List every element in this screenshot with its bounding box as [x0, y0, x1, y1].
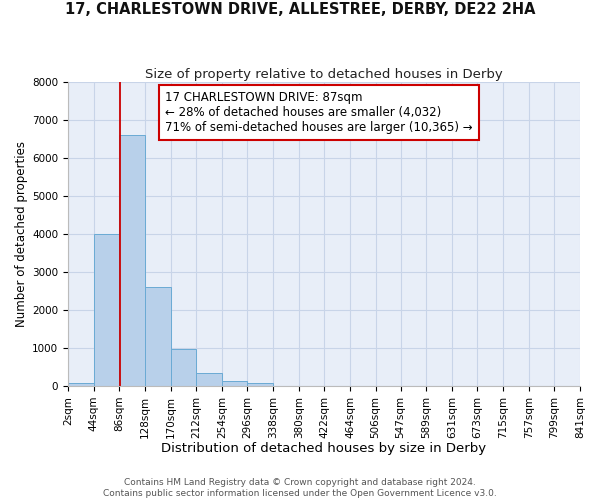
Title: Size of property relative to detached houses in Derby: Size of property relative to detached ho… [145, 68, 503, 80]
Bar [196, 374, 222, 386]
Bar [145, 287, 170, 386]
Text: 17, CHARLESTOWN DRIVE, ALLESTREE, DERBY, DE22 2HA: 17, CHARLESTOWN DRIVE, ALLESTREE, DERBY,… [65, 2, 535, 18]
Bar [68, 383, 94, 386]
Bar [247, 383, 273, 386]
Bar [222, 382, 247, 386]
Y-axis label: Number of detached properties: Number of detached properties [15, 141, 28, 327]
Bar [94, 234, 119, 386]
Bar [119, 135, 145, 386]
Bar [170, 350, 196, 386]
Text: 17 CHARLESTOWN DRIVE: 87sqm
← 28% of detached houses are smaller (4,032)
71% of : 17 CHARLESTOWN DRIVE: 87sqm ← 28% of det… [165, 91, 473, 134]
X-axis label: Distribution of detached houses by size in Derby: Distribution of detached houses by size … [161, 442, 487, 455]
Text: Contains HM Land Registry data © Crown copyright and database right 2024.
Contai: Contains HM Land Registry data © Crown c… [103, 478, 497, 498]
